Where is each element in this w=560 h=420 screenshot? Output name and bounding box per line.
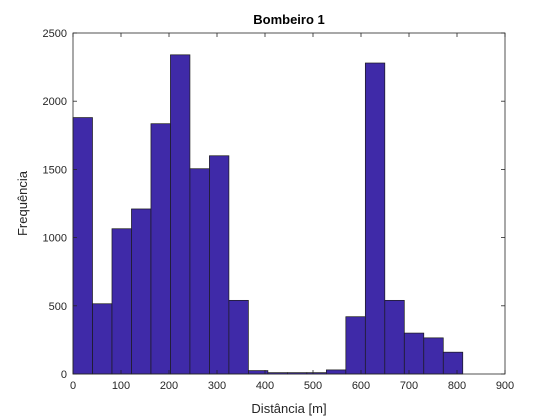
histogram-bar xyxy=(325,369,347,375)
x-tick-label: 200 xyxy=(160,380,178,392)
x-tick-label: 600 xyxy=(352,380,370,392)
ticks-layer: 0 100 200 300 400 500 600 700 800 900 0 500 1000 1500… xyxy=(43,28,515,392)
y-tick-label: 1000 xyxy=(43,233,67,245)
x-tick-label: 100 xyxy=(112,380,130,392)
histogram-bar xyxy=(150,123,171,375)
y-axis-label: Frequência xyxy=(15,170,30,236)
x-tick-label: 800 xyxy=(448,380,466,392)
y-tick-label: 2000 xyxy=(43,96,67,108)
y-tick-label: 500 xyxy=(49,301,67,313)
histogram-bar xyxy=(209,155,230,375)
x-tick-label: 0 xyxy=(70,380,76,392)
histogram-bar xyxy=(345,316,366,375)
histogram-bar xyxy=(403,332,425,375)
histogram-bar xyxy=(72,117,93,375)
y-tick-label: 0 xyxy=(61,369,67,381)
histogram-bar xyxy=(92,303,113,375)
x-axis-label: Distância [m] xyxy=(251,401,326,416)
histogram-bar xyxy=(228,299,249,375)
histogram-bar xyxy=(364,62,386,375)
bars-layer xyxy=(72,54,464,375)
histogram-bar xyxy=(423,337,444,375)
y-tick-label: 1500 xyxy=(43,164,67,176)
x-tick-label: 400 xyxy=(256,380,274,392)
histogram-bar xyxy=(170,54,191,375)
histogram-bar xyxy=(442,351,464,375)
histogram-bar xyxy=(131,208,152,375)
y-tick-label: 2500 xyxy=(43,28,67,40)
histogram-bar xyxy=(384,299,405,375)
x-tick-label: 700 xyxy=(400,380,418,392)
histogram-bar xyxy=(111,228,132,375)
x-tick-label: 900 xyxy=(496,380,514,392)
plot-frame xyxy=(72,32,506,375)
x-tick-label: 300 xyxy=(208,380,226,392)
chart-title: Bombeiro 1 xyxy=(253,12,325,27)
x-tick-label: 500 xyxy=(304,380,322,392)
histogram-bar xyxy=(189,168,210,375)
